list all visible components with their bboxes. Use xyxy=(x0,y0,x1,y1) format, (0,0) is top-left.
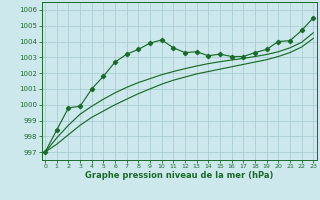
X-axis label: Graphe pression niveau de la mer (hPa): Graphe pression niveau de la mer (hPa) xyxy=(85,171,273,180)
